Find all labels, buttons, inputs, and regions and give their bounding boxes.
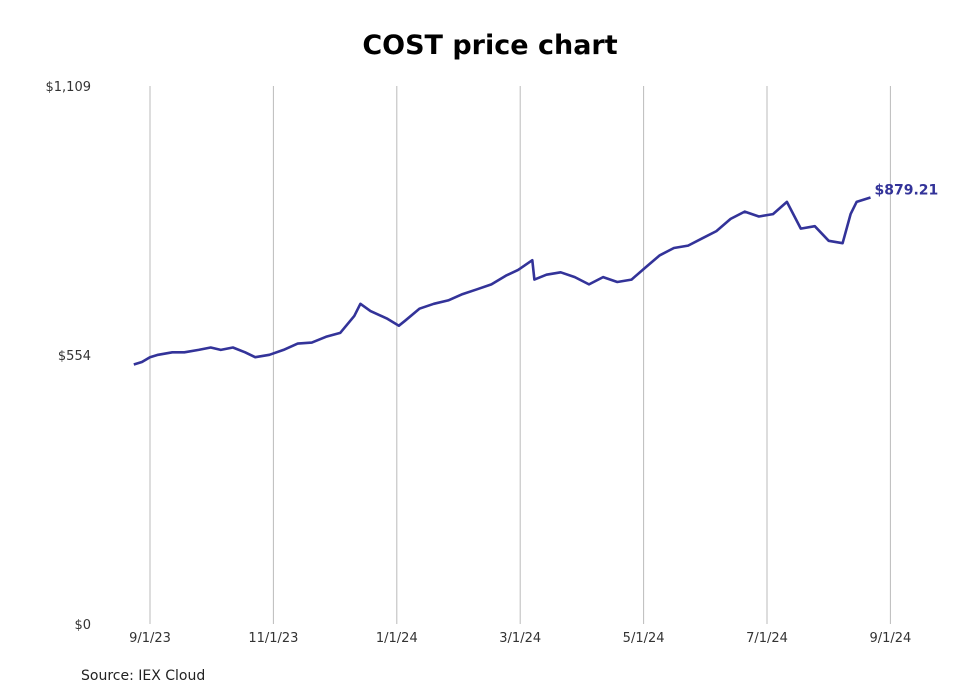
series-layer	[133, 196, 871, 366]
y-tick-label: $1,109	[46, 80, 92, 95]
x-tick-label: 7/1/24	[746, 631, 788, 646]
y-tick-label: $0	[74, 618, 91, 633]
x-tick-label: 3/1/24	[499, 631, 541, 646]
source-note: Source: IEX Cloud	[81, 668, 206, 684]
y-tick-label: $554	[58, 349, 91, 364]
price-line	[133, 196, 871, 366]
chart-title: COST price chart	[362, 30, 618, 61]
gridlines	[149, 86, 891, 624]
x-tick-label: 1/1/24	[376, 631, 418, 646]
x-tick-label: 5/1/24	[623, 631, 665, 646]
x-axis-ticks: 9/1/23 11/1/23 1/1/24 3/1/24 5/1/24 7/1/24 9/1…	[129, 631, 911, 646]
y-axis-ticks: $0 $554 $1,109	[46, 80, 92, 633]
x-tick-label: 11/1/23	[248, 631, 298, 646]
last-value-label: $879.21	[874, 182, 938, 198]
annotation-layer: $879.21	[874, 182, 938, 198]
x-tick-label: 9/1/23	[129, 631, 171, 646]
x-tick-label: 9/1/24	[869, 631, 911, 646]
